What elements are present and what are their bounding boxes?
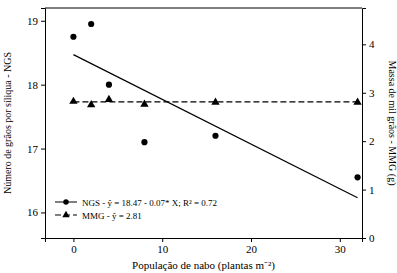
x-axis: 0 10 20 30	[46, 238, 363, 255]
tick: 16	[27, 206, 45, 218]
tick: 2	[362, 135, 375, 147]
tick-mark	[162, 238, 163, 242]
tick: 17	[27, 143, 45, 155]
point	[105, 95, 113, 102]
tick-mark	[41, 149, 45, 150]
x-axis-line	[46, 239, 363, 243]
tick-mark	[41, 21, 45, 22]
tick-mark	[362, 238, 366, 239]
tick-label: 10	[157, 243, 169, 255]
tick-mark	[362, 190, 366, 191]
tick-mark	[362, 44, 366, 45]
tick: 3	[362, 87, 375, 99]
tick-mark	[251, 238, 252, 242]
point	[354, 174, 360, 180]
point	[211, 98, 219, 105]
frame	[45, 8, 362, 9]
tick-label: 18	[27, 79, 39, 91]
tick-label: 30	[335, 243, 347, 255]
tick-label: 17	[27, 143, 39, 155]
tick-label: 0	[369, 232, 375, 244]
tick-mark	[340, 238, 341, 242]
y2-title: Massa de mil grãos - MMG (g)	[386, 61, 397, 186]
y-axis-line	[41, 9, 46, 239]
tick-label: 20	[246, 243, 258, 255]
tick-label: 19	[27, 15, 39, 27]
x-title: População de nabo (plantas m⁻²)	[132, 259, 275, 272]
legend-item: MMG - ŷ = 2.81	[55, 211, 142, 221]
tick-label: 2	[369, 135, 375, 147]
marks	[69, 21, 361, 198]
point	[353, 98, 361, 105]
tick: 0	[362, 232, 375, 244]
tick-mark	[73, 238, 74, 242]
point	[88, 21, 94, 27]
chart: 0 10 20 30 16 17 18 19 0 1 2 3 4 NGS - ŷ = 18.47 - 0.…	[0, 0, 397, 273]
tick-mark	[362, 141, 366, 142]
tick: 10	[157, 238, 169, 255]
point	[141, 139, 147, 145]
tick: 18	[27, 79, 45, 91]
legend-label: MMG - ŷ = 2.81	[82, 211, 142, 221]
tick: 4	[362, 38, 375, 50]
tick-mark	[362, 93, 366, 94]
legend-marker	[63, 199, 69, 205]
legend: NGS - ŷ = 18.47 - 0.07* X; R² = 0.72 MMG …	[55, 198, 217, 221]
tick: 0	[71, 238, 77, 255]
plot: 0 10 20 30 16 17 18 19 0 1 2 3 4 NGS - ŷ = 18.47 - 0.…	[27, 8, 375, 255]
tick-label: 3	[369, 87, 375, 99]
tick: 19	[27, 15, 45, 27]
tick-mark	[41, 212, 45, 213]
legend-label: NGS - ŷ = 18.47 - 0.07* X; R² = 0.72	[82, 198, 217, 208]
tick: 20	[246, 238, 258, 255]
y-title: Número de grãos por síliqua - NGS	[2, 52, 13, 194]
tick-label: 4	[369, 38, 375, 50]
y2-axis-line	[363, 9, 367, 239]
point	[87, 100, 95, 107]
legend-item: NGS - ŷ = 18.47 - 0.07* X; R² = 0.72	[55, 198, 217, 208]
y2-axis: 0 1 2 3 4	[362, 9, 375, 245]
tick-label: 1	[369, 184, 375, 196]
trend-line	[73, 55, 357, 198]
point	[70, 34, 76, 40]
tick: 1	[362, 184, 375, 196]
point	[140, 100, 148, 107]
tick-label: 16	[27, 206, 39, 218]
y-axis: 16 17 18 19	[27, 9, 46, 239]
legend-marker	[62, 211, 69, 217]
point	[212, 133, 218, 139]
tick-label: 0	[71, 243, 77, 255]
tick-mark	[41, 85, 45, 86]
tick: 30	[335, 238, 347, 255]
point	[106, 82, 112, 88]
point	[69, 97, 77, 104]
